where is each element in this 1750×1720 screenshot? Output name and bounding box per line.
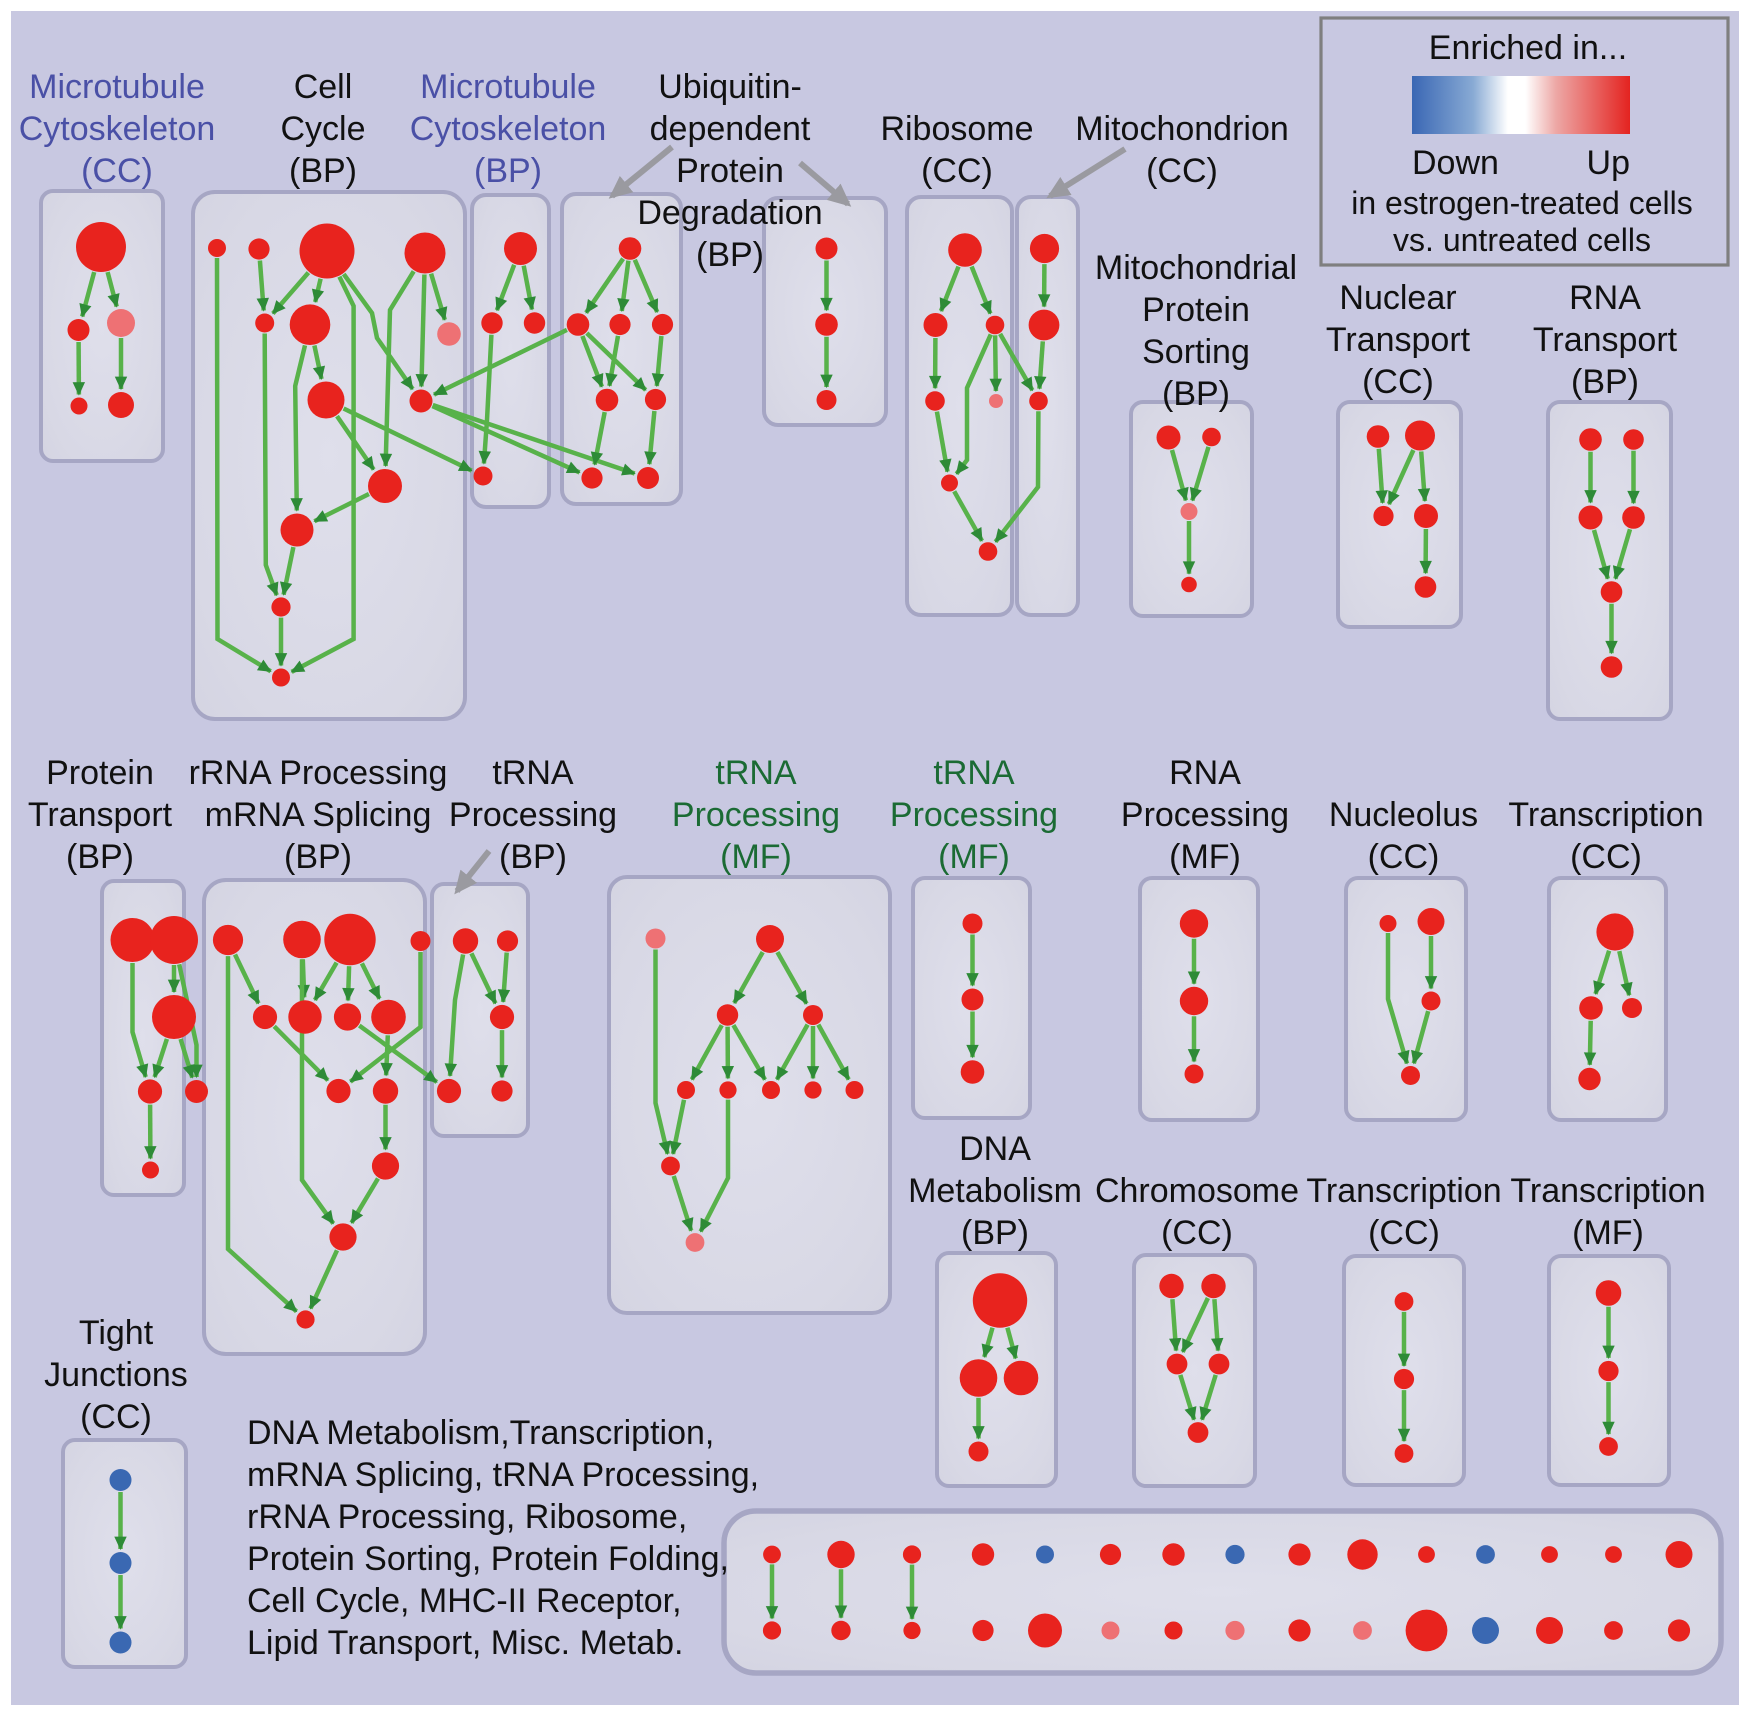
svg-text:Microtubule: Microtubule [420,68,596,106]
svg-text:vs. untreated cells: vs. untreated cells [1393,222,1651,258]
svg-text:(CC): (CC) [1368,1214,1440,1252]
svg-text:(MF): (MF) [1169,838,1241,876]
svg-text:Cytoskeleton: Cytoskeleton [410,110,607,148]
svg-text:Up: Up [1587,144,1630,182]
svg-text:tRNA: tRNA [933,754,1015,792]
svg-text:(MF): (MF) [1572,1214,1644,1252]
svg-text:(BP): (BP) [499,838,567,876]
svg-text:Lipid Transport, Misc. Metab.: Lipid Transport, Misc. Metab. [247,1624,684,1662]
svg-text:RNA: RNA [1169,754,1241,792]
svg-text:(BP): (BP) [696,236,764,274]
svg-text:DNA: DNA [959,1130,1031,1168]
svg-text:tRNA: tRNA [492,754,574,792]
svg-text:dependent: dependent [650,110,811,148]
svg-text:Metabolism: Metabolism [908,1172,1082,1210]
svg-text:(CC): (CC) [921,152,993,190]
svg-text:Down: Down [1412,144,1499,182]
svg-text:Cycle: Cycle [280,110,365,148]
svg-text:(CC): (CC) [1570,838,1642,876]
svg-text:Protein: Protein [1142,291,1250,329]
svg-text:DNA Metabolism,Transcription,: DNA Metabolism,Transcription, [247,1414,714,1452]
svg-text:Protein: Protein [46,754,154,792]
svg-text:Ubiquitin-: Ubiquitin- [658,68,802,106]
svg-text:Mitochondrial: Mitochondrial [1095,249,1297,287]
svg-text:Transcription: Transcription [1306,1172,1501,1210]
svg-text:rRNA Processing: rRNA Processing [189,754,448,792]
svg-text:(BP): (BP) [961,1214,1029,1252]
svg-text:(CC): (CC) [81,152,153,190]
svg-text:in estrogen-treated cells: in estrogen-treated cells [1351,185,1693,221]
svg-text:Nuclear: Nuclear [1339,279,1456,317]
svg-text:Microtubule: Microtubule [29,68,205,106]
svg-text:Protein Sorting, Protein Foldi: Protein Sorting, Protein Folding, [247,1540,729,1578]
svg-text:Protein: Protein [676,152,784,190]
svg-text:(BP): (BP) [1571,363,1639,401]
svg-text:Sorting: Sorting [1142,333,1250,371]
svg-text:mRNA Splicing: mRNA Splicing [205,796,432,834]
svg-text:Junctions: Junctions [44,1356,188,1394]
svg-text:Mitochondrion: Mitochondrion [1075,110,1289,148]
svg-text:Nucleolus: Nucleolus [1329,796,1478,834]
svg-text:(BP): (BP) [474,152,542,190]
svg-text:(CC): (CC) [1146,152,1218,190]
svg-text:Tight: Tight [79,1314,154,1352]
svg-text:(CC): (CC) [1368,838,1440,876]
svg-text:Transcription: Transcription [1510,1172,1705,1210]
svg-text:(BP): (BP) [284,838,352,876]
svg-text:Processing: Processing [890,796,1058,834]
svg-text:Transcription: Transcription [1508,796,1703,834]
svg-text:(MF): (MF) [938,838,1010,876]
svg-text:(CC): (CC) [80,1398,152,1436]
svg-text:(CC): (CC) [1362,363,1434,401]
svg-text:Enriched in...: Enriched in... [1429,29,1627,67]
svg-text:Cell: Cell [294,68,353,106]
svg-text:Processing: Processing [672,796,840,834]
svg-text:tRNA: tRNA [715,754,797,792]
svg-text:Ribosome: Ribosome [880,110,1033,148]
svg-text:Chromosome: Chromosome [1095,1172,1299,1210]
svg-text:(BP): (BP) [289,152,357,190]
svg-text:(CC): (CC) [1161,1214,1233,1252]
svg-text:Transport: Transport [1326,321,1471,359]
svg-text:Degradation: Degradation [637,194,822,232]
svg-text:rRNA Processing, Ribosome,: rRNA Processing, Ribosome, [247,1498,687,1536]
svg-text:(BP): (BP) [66,838,134,876]
svg-text:Cell Cycle, MHC-II Receptor,: Cell Cycle, MHC-II Receptor, [247,1582,682,1620]
svg-text:Processing: Processing [449,796,617,834]
svg-text:Transport: Transport [1533,321,1678,359]
svg-text:Processing: Processing [1121,796,1289,834]
svg-text:RNA: RNA [1569,279,1641,317]
svg-text:(MF): (MF) [720,838,792,876]
svg-text:Cytoskeleton: Cytoskeleton [19,110,216,148]
svg-text:(BP): (BP) [1162,375,1230,413]
svg-text:mRNA Splicing, tRNA Processing: mRNA Splicing, tRNA Processing, [247,1456,759,1494]
svg-text:Transport: Transport [28,796,173,834]
